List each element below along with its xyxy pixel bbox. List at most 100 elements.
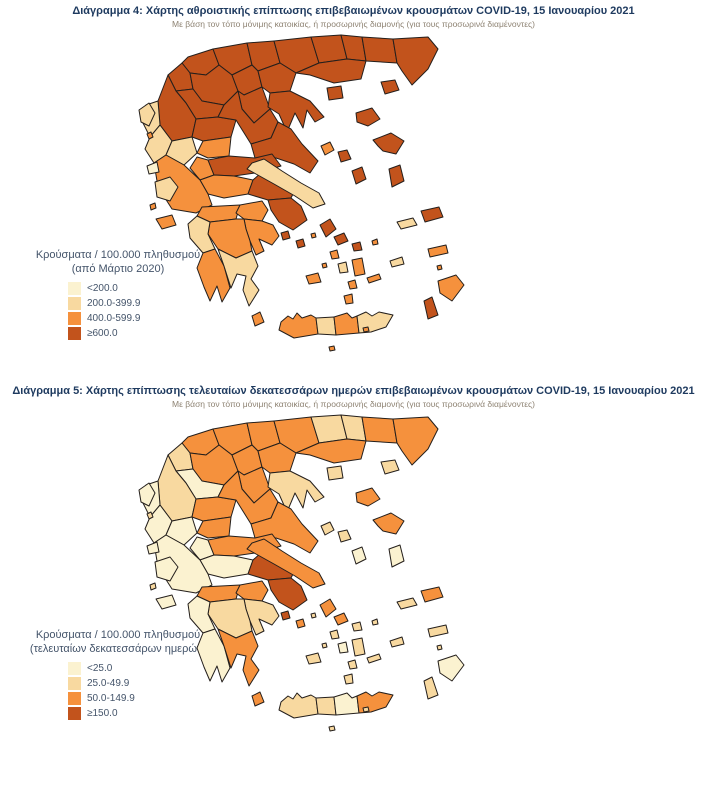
region-karpathos [423,296,439,320]
region-evros [392,416,439,466]
region-karditsa [196,516,232,539]
region-aegina [295,618,306,629]
legend-label-class-2: 200.0-399.9 [87,298,141,310]
legend-swatch-class-4 [68,707,81,721]
region-lesvos [372,132,405,155]
region-milos [305,272,322,285]
greece-map-svg [138,414,465,732]
region-limnos [355,487,381,507]
region-kos [427,244,449,258]
region-islet [310,612,317,619]
figure-2-subtitle: Με βάση τον τόπο μόνιμης κατοικίας, ή πρ… [172,399,535,409]
region-salamina [280,610,291,621]
region-skopelos [337,529,352,543]
region-paros [337,641,349,654]
region-naxos [351,637,366,657]
legend-swatch-class-3 [68,312,81,326]
region-ikaria [396,597,418,610]
region-limnos [355,107,381,127]
region-lefkada [146,541,160,555]
region-islet [362,326,370,333]
legend-row: <200.0 [68,281,222,296]
region-islet [310,232,317,239]
region-andros [319,218,337,238]
region-chalkidiki [267,90,325,133]
region-rethymno [315,696,337,716]
legend-row: 400.0-599.9 [68,311,222,326]
region-rhodes [437,654,465,682]
legend-swatch-class-4 [68,327,81,341]
legend-row: 200.0-399.9 [68,296,222,311]
region-mykonos [351,621,363,632]
region-rodopi [361,36,398,64]
legend-row: <25.0 [68,661,222,676]
legend-swatch-class-1 [68,282,81,296]
region-lasithi [356,691,394,714]
region-islet [146,131,154,140]
figure-14day-map: Διάγραμμα 5: Χάρτης επίπτωσης τελευταίων… [0,380,707,751]
legend-2-title: Κρούσματα / 100.000 πληθυσμού (τελευταίω… [14,628,222,656]
region-laconia [217,628,260,687]
legend-swatch-class-3 [68,692,81,706]
region-santorini [343,293,354,305]
region-kos [427,624,449,638]
legend-label-class-2: 25.0-49.9 [87,678,130,690]
figure-2-title: Διάγραμμα 5: Χάρτης επίπτωσης τελευταίων… [12,385,695,397]
region-messinia [196,248,231,303]
region-laconia [217,248,260,307]
region-islet [436,644,443,651]
legend-label-class-3: 50.0-149.9 [87,693,135,705]
region-islet [371,618,379,626]
region-chios [388,164,405,188]
legend-2-title-line-2: (τελευταίων δεκατεσσάρων ημερών) [29,643,207,656]
legend-row: 50.0-149.9 [68,691,222,706]
region-chalkidiki [267,470,325,513]
region-attica [267,197,308,231]
region-rodopi [361,416,398,444]
region-kythira [251,691,265,707]
region-islet [149,582,157,591]
region-islet [328,345,336,352]
region-chios [388,544,405,568]
region-tinos [333,232,349,246]
region-corinthia [235,200,269,222]
region-kythira [251,311,265,327]
region-arcadia [207,598,253,639]
region-islet [321,642,328,649]
region-tinos [333,612,349,626]
region-messinia [196,628,231,683]
region-kefalonia [154,556,179,582]
region-skyros [351,546,367,565]
region-syros [329,249,340,260]
region-santorini [343,673,354,685]
region-evros [392,36,439,86]
region-salamina [280,230,291,241]
region-corfu [138,102,156,127]
region-aegina [295,238,306,249]
legend-row: ≥150.0 [68,706,222,721]
region-naxos [351,257,366,277]
region-rhodes [437,274,465,302]
region-karditsa [196,136,232,159]
legend-label-class-3: 400.0-599.9 [87,313,141,325]
region-kefalonia [154,176,179,202]
legend-2-title-line-1: Κρούσματα / 100.000 πληθυσμού [35,629,201,641]
region-islet [149,202,157,211]
region-astypalaia [389,636,405,648]
figure-cumulative-map: Διάγραμμα 4: Χάρτης αθροιστικής επίπτωση… [0,0,707,371]
region-islet [146,511,154,520]
region-thasos [326,465,344,481]
legend-1-title-line-2: (από Μάρτιο 2020) [71,263,165,276]
legend-1-title: Κρούσματα / 100.000 πληθυσμού (από Μάρτι… [14,248,222,276]
region-kavala [295,58,367,84]
figure-1-title: Διάγραμμα 4: Χάρτης αθροιστικής επίπτωση… [72,5,635,17]
region-chania [278,312,319,339]
region-larissa [217,470,279,525]
region-islet [328,725,336,732]
region-amorgos [366,273,382,284]
region-amorgos [366,653,382,664]
region-samothraki [380,459,400,475]
region-astypalaia [389,256,405,268]
legend-1-title-line-1: Κρούσματα / 100.000 πληθυσμού [35,249,201,261]
